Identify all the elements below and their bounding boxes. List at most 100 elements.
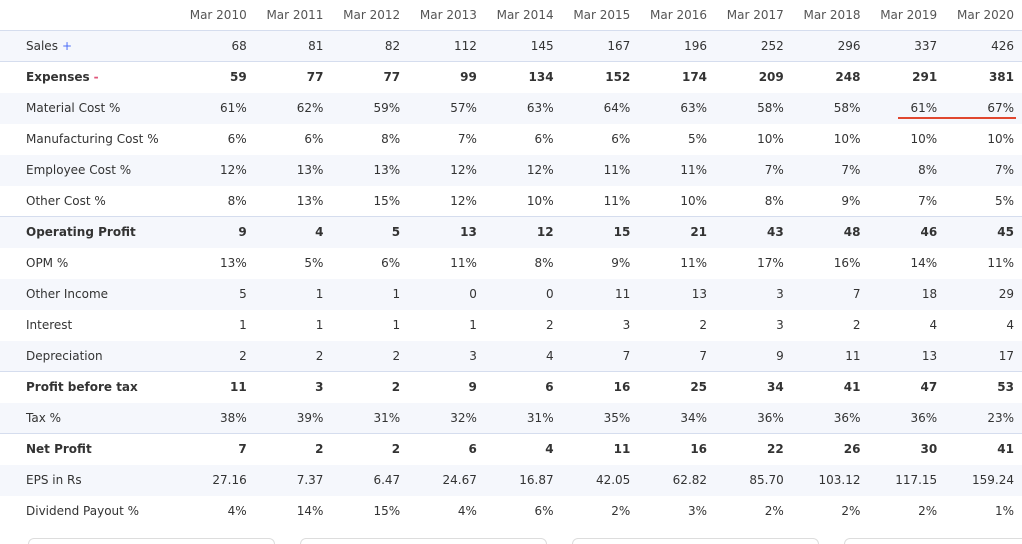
row-label: Expenses -	[0, 61, 178, 93]
cell-value: 26	[791, 433, 869, 465]
row-label-text: Expenses	[26, 70, 90, 85]
table-row: Other Income 5 1 1 0 0 11 13 3 7 18 29	[0, 278, 1022, 310]
cell-value: 58%	[715, 92, 792, 124]
cell-value: 11	[791, 340, 869, 372]
cell-value: 57%	[408, 92, 485, 124]
cell-value: 167	[561, 30, 639, 62]
cell-value: 2%	[918, 504, 938, 518]
cell-value: 61%	[178, 92, 255, 124]
cell-value: 2	[331, 433, 409, 465]
cell-value: 36%	[868, 402, 946, 434]
cell-value: 41	[945, 433, 1022, 465]
cell-value: 2	[331, 340, 409, 372]
row-label-text: Other Income	[26, 287, 109, 301]
cell-value: 34%	[638, 402, 716, 434]
button[interactable]	[844, 538, 1022, 544]
table-row: Dividend Payout % 4% 14% 15% 4% 6% 2% 3% 2% 2% 2% 1…	[0, 496, 1022, 527]
cell-value: 8%	[227, 193, 247, 208]
column-header: Mar 2016	[650, 8, 708, 22]
cell-value: 5	[178, 278, 255, 310]
button[interactable]	[572, 538, 819, 544]
cell-value: 152	[561, 61, 639, 93]
cell-value: 53	[945, 371, 1022, 403]
row-label-text: Sales	[26, 39, 58, 53]
cell-value: 11%	[638, 154, 716, 186]
cell-value: 13	[868, 340, 946, 372]
cell-value: 42.05	[561, 464, 639, 496]
expand-toggle[interactable]: -	[93, 70, 99, 85]
cell-value: 4	[929, 318, 938, 332]
cell-value: 2%	[841, 504, 861, 518]
column-header: Mar 2019	[880, 8, 938, 22]
cell-value: 12%	[484, 154, 562, 186]
cell-value: 11%	[987, 256, 1014, 270]
table-row: Tax % 38% 39% 31% 32% 31% 35% 34% 36% 36% 36% 23%	[0, 402, 1022, 434]
table-row: Manufacturing Cost % 6% 6% 8% 7% 6% 6% 5% 10% 10%…	[0, 124, 1022, 155]
row-label: Material Cost %	[0, 92, 178, 124]
row-label-text: Operating Profit	[26, 225, 136, 240]
cell-value: 10%	[987, 132, 1014, 146]
table-body: Sales +68 81 82 112 145 167 196 252 296 337 426 Expe…	[0, 30, 1022, 527]
cell-value: 48	[791, 216, 869, 248]
cell-value: 4	[1006, 318, 1014, 332]
cell-value: 77	[331, 61, 409, 93]
cell-value: 2	[254, 433, 332, 465]
row-label: EPS in Rs	[0, 464, 178, 496]
cell-value: 7	[791, 278, 869, 310]
cell-value: 11%	[450, 256, 477, 270]
cell-value: 77	[254, 61, 332, 93]
cell-value: 3	[715, 278, 792, 310]
cell-value: 62%	[254, 92, 332, 124]
cell-value: 39%	[254, 402, 332, 434]
cell-value: 252	[715, 30, 792, 62]
cell-value: 11	[178, 371, 255, 403]
cell-value: 8%	[534, 256, 554, 270]
row-label: Operating Profit	[0, 216, 178, 248]
table-row: OPM % 13% 5% 6% 11% 8% 9% 11% 17% 16% 14% 11%	[0, 248, 1022, 279]
cell-value: 9	[715, 340, 792, 372]
cell-value: 248	[791, 61, 869, 93]
cell-value: 112	[408, 30, 485, 62]
header-row: Mar 2010 Mar 2011 Mar 2012 Mar 2013 Mar 2014…	[0, 0, 1022, 31]
expand-toggle[interactable]: +	[61, 39, 73, 53]
table-row: Interest 1 1 1 1 2 3 2 3 2 4 4	[0, 310, 1022, 341]
cell-value: 6	[408, 433, 485, 465]
column-header: Mar 2020	[957, 8, 1014, 22]
cell-value: 426	[945, 30, 1022, 62]
table-row: Operating Profit 9 4 5 13 12 15 21 43 48 46 45	[0, 216, 1022, 248]
cell-value: 11%	[603, 193, 631, 208]
cell-value: 5%	[304, 256, 324, 270]
cell-value: 10%	[833, 132, 861, 146]
row-label-text: Dividend Payout %	[26, 504, 140, 518]
cell-value: 6%	[534, 132, 554, 146]
cell-value: 17%	[757, 256, 784, 270]
button[interactable]	[300, 538, 547, 544]
cell-value: 46	[868, 216, 946, 248]
cell-value: 18	[868, 278, 946, 310]
cell-value: 43	[715, 216, 792, 248]
cell-value: 6.47	[331, 464, 409, 496]
cell-value: 9%	[841, 193, 861, 208]
cell-value: 30	[868, 433, 946, 465]
row-label: OPM %	[0, 248, 178, 279]
cell-value: 47	[868, 371, 946, 403]
cell-value: 23%	[945, 402, 1022, 434]
column-header: Mar 2018	[803, 8, 861, 22]
table-row: Employee Cost % 12% 13% 13% 12% 12% 11% 11% 7% 7%…	[0, 154, 1022, 186]
cell-value: 134	[484, 61, 562, 93]
cell-value: 6	[484, 371, 562, 403]
cell-value: 7.37	[254, 464, 332, 496]
row-label: Employee Cost %	[0, 154, 178, 186]
cell-value: 145	[484, 30, 562, 62]
cell-value: 10%	[757, 132, 784, 146]
cell-value: 3	[776, 318, 784, 332]
cell-value: 10%	[526, 193, 554, 208]
cell-value: 99	[408, 61, 485, 93]
table-row: Expenses -59 77 77 99 134 152 174 209 248 291 381	[0, 61, 1022, 93]
table-row: EPS in Rs 27.16 7.37 6.47 24.67 16.87 42.05 62.…	[0, 464, 1022, 496]
cell-value: 7%	[945, 154, 1022, 186]
cell-value: 8%	[764, 193, 784, 208]
row-label-text: Employee Cost %	[26, 163, 132, 177]
row-label-text: Interest	[26, 318, 73, 332]
button[interactable]	[28, 538, 275, 544]
